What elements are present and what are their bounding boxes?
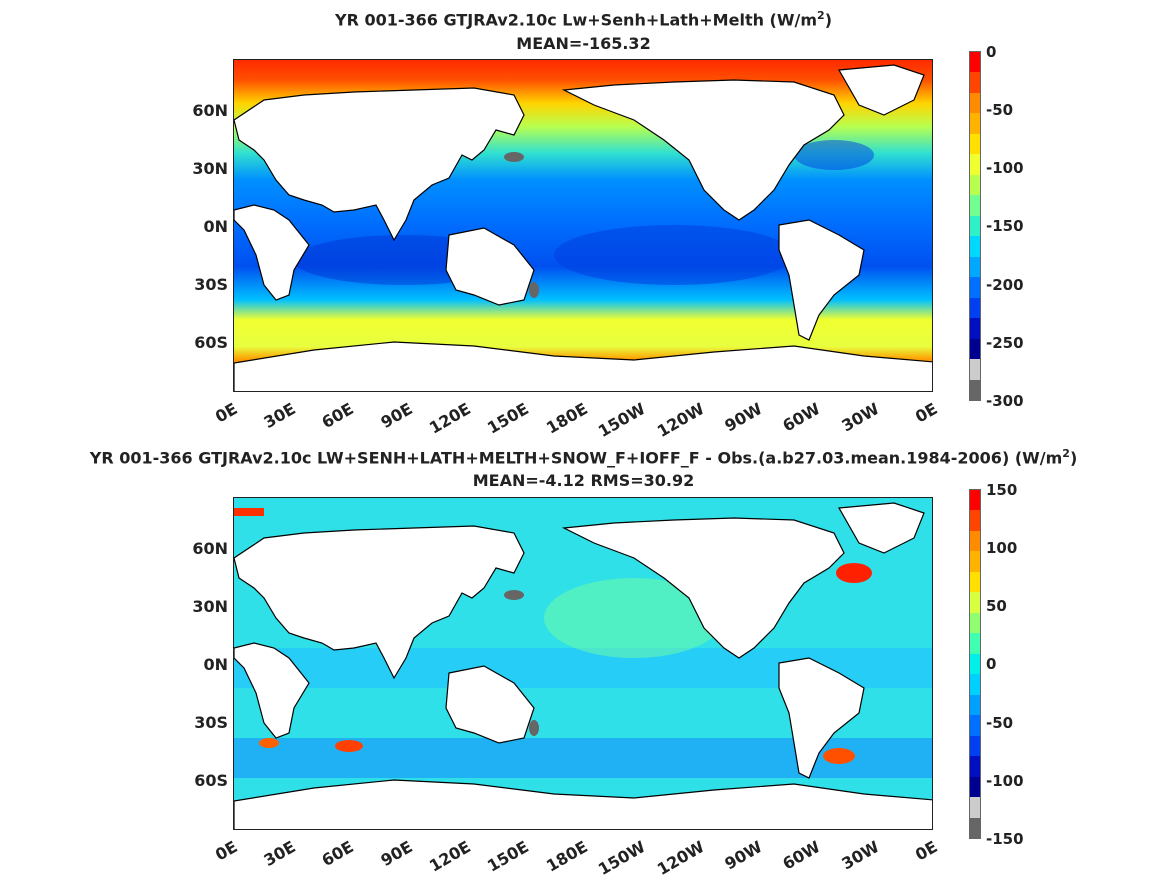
panel1-title: YR 001-366 GTJRAv2.10c Lw+Senh+Lath+Melt… bbox=[335, 9, 832, 30]
panel1-lat-30s: 30S bbox=[194, 275, 228, 294]
panel2-cbar-segment bbox=[970, 797, 980, 818]
panel1-cbar-tick: -200 bbox=[986, 276, 1024, 294]
panel2-cbar-segment bbox=[970, 510, 980, 531]
panel2-cbar-segment bbox=[970, 776, 980, 798]
panel1-lon-tick: 120W bbox=[653, 399, 708, 441]
panel1-cbar-tick: -300 bbox=[986, 392, 1024, 410]
panel1-colorbar bbox=[969, 51, 981, 401]
panel2-cbar-segment bbox=[970, 653, 980, 675]
panel1-cbar-segment bbox=[970, 154, 980, 175]
panel1-cbar-segment bbox=[970, 133, 980, 155]
panel2-map bbox=[233, 497, 933, 830]
panel1-cbar-segment bbox=[970, 215, 980, 237]
panel2-lat-60n: 60N bbox=[192, 539, 228, 558]
panel1-lon-tick: 30E bbox=[260, 399, 299, 433]
panel1-cbar-segment bbox=[970, 359, 980, 380]
panel1-cbar-segment bbox=[970, 318, 980, 339]
panel2-cbar-segment bbox=[970, 592, 980, 613]
panel2-cbar-segment bbox=[970, 551, 980, 572]
panel2-lat-30s: 30S bbox=[194, 713, 228, 732]
panel1-cbar-segment bbox=[970, 236, 980, 257]
panel2-lat-0n: 0N bbox=[203, 655, 228, 674]
panel2-lon-tick: 120E bbox=[425, 837, 474, 876]
panel2-cbar-segment bbox=[970, 571, 980, 593]
panel2-cbar-segment bbox=[970, 530, 980, 552]
panel1-lon-tick: 90W bbox=[721, 399, 766, 436]
panel2-cbar-segment bbox=[970, 817, 980, 838]
panel1-lon-tick: 60W bbox=[779, 399, 824, 436]
panel1-cbar-segment bbox=[970, 277, 980, 298]
panel2-colorbar bbox=[969, 489, 981, 839]
panel1-cbar-segment bbox=[970, 379, 980, 400]
panel1-lat-60n: 60N bbox=[192, 101, 228, 120]
panel2-lon-tick: 180E bbox=[542, 837, 591, 876]
panel2-cbar-tick: 100 bbox=[986, 539, 1018, 557]
panel1-cbar-tick: -100 bbox=[986, 159, 1024, 177]
panel1-lon-tick: 180E bbox=[542, 399, 591, 438]
panel2-lon-tick: 30W bbox=[838, 837, 883, 874]
panel1-lat-30n: 30N bbox=[192, 159, 228, 178]
panel2-lon-tick: 60W bbox=[779, 837, 824, 874]
panel1-lon-tick: 150W bbox=[595, 399, 649, 441]
panel1-cbar-segment bbox=[970, 256, 980, 278]
panel2-lon-tick: 150W bbox=[595, 837, 649, 879]
panel1-cbar-segment bbox=[970, 338, 980, 360]
panel2-lon-tick: 90E bbox=[377, 837, 416, 871]
panel1-cbar-segment bbox=[970, 92, 980, 114]
panel2-cbar-segment bbox=[970, 633, 980, 654]
panel2-lon-tick: 120W bbox=[653, 837, 708, 879]
panel2-cbar-segment bbox=[970, 490, 980, 511]
panel2-cbar-segment bbox=[970, 715, 980, 736]
panel2-cbar-segment bbox=[970, 694, 980, 716]
panel2-cbar-segment bbox=[970, 756, 980, 777]
panel1-cbar-tick: -250 bbox=[986, 334, 1024, 352]
panel2-subtitle: MEAN=-4.12 RMS=30.92 bbox=[472, 471, 695, 490]
panel2-lon-tick: 0E bbox=[911, 837, 941, 865]
panel1-map bbox=[233, 59, 933, 392]
panel2-cbar-segment bbox=[970, 612, 980, 634]
panel1-lon-tick: 60E bbox=[318, 399, 358, 433]
panel2-cbar-tick: 150 bbox=[986, 481, 1018, 499]
panel1-subtitle: MEAN=-165.32 bbox=[516, 34, 651, 53]
panel1-lon-tick: 0E bbox=[911, 399, 941, 427]
panel1-lat-0n: 0N bbox=[203, 217, 228, 236]
panel2-cbar-tick: 0 bbox=[986, 655, 997, 673]
panel1-cbar-segment bbox=[970, 195, 980, 216]
panel2-lon-tick: 30E bbox=[260, 837, 299, 871]
panel2-cbar-segment bbox=[970, 735, 980, 757]
panel2-lon-tick: 60E bbox=[318, 837, 358, 871]
panel2-cbar-tick: -150 bbox=[986, 830, 1024, 848]
panel1-lon-tick: 150E bbox=[484, 399, 533, 438]
panel1-cbar-tick: -150 bbox=[986, 217, 1024, 235]
panel2-map-canvas bbox=[234, 498, 932, 829]
panel1-cbar-segment bbox=[970, 72, 980, 93]
panel1-cbar-segment bbox=[970, 297, 980, 319]
panel1-cbar-segment bbox=[970, 174, 980, 196]
panel2-lon-tick: 150E bbox=[484, 837, 533, 876]
panel2-title: YR 001-366 GTJRAv2.10c LW+SENH+LATH+MELT… bbox=[89, 447, 1078, 468]
panel2-cbar-tick: 50 bbox=[986, 597, 1007, 615]
panel1-cbar-segment bbox=[970, 113, 980, 134]
panel1-cbar-tick: -50 bbox=[986, 101, 1014, 119]
panel2-cbar-segment bbox=[970, 674, 980, 695]
panel1-map-canvas bbox=[234, 60, 932, 391]
panel1-lon-tick: 30W bbox=[838, 399, 883, 436]
panel2-cbar-tick: -100 bbox=[986, 772, 1024, 790]
panel1-lon-tick: 90E bbox=[377, 399, 416, 433]
panel1-cbar-segment bbox=[970, 52, 980, 73]
panel2-lon-tick: 0E bbox=[211, 837, 241, 865]
panel2-lat-30n: 30N bbox=[192, 597, 228, 616]
panel1-lat-60s: 60S bbox=[194, 333, 228, 352]
panel1-lon-tick: 0E bbox=[211, 399, 241, 427]
panel2-lat-60s: 60S bbox=[194, 771, 228, 790]
panel2-lon-tick: 90W bbox=[721, 837, 766, 874]
panel1-lon-tick: 120E bbox=[425, 399, 474, 438]
panel2-cbar-tick: -50 bbox=[986, 714, 1014, 732]
panel1-cbar-tick: 0 bbox=[986, 43, 997, 61]
